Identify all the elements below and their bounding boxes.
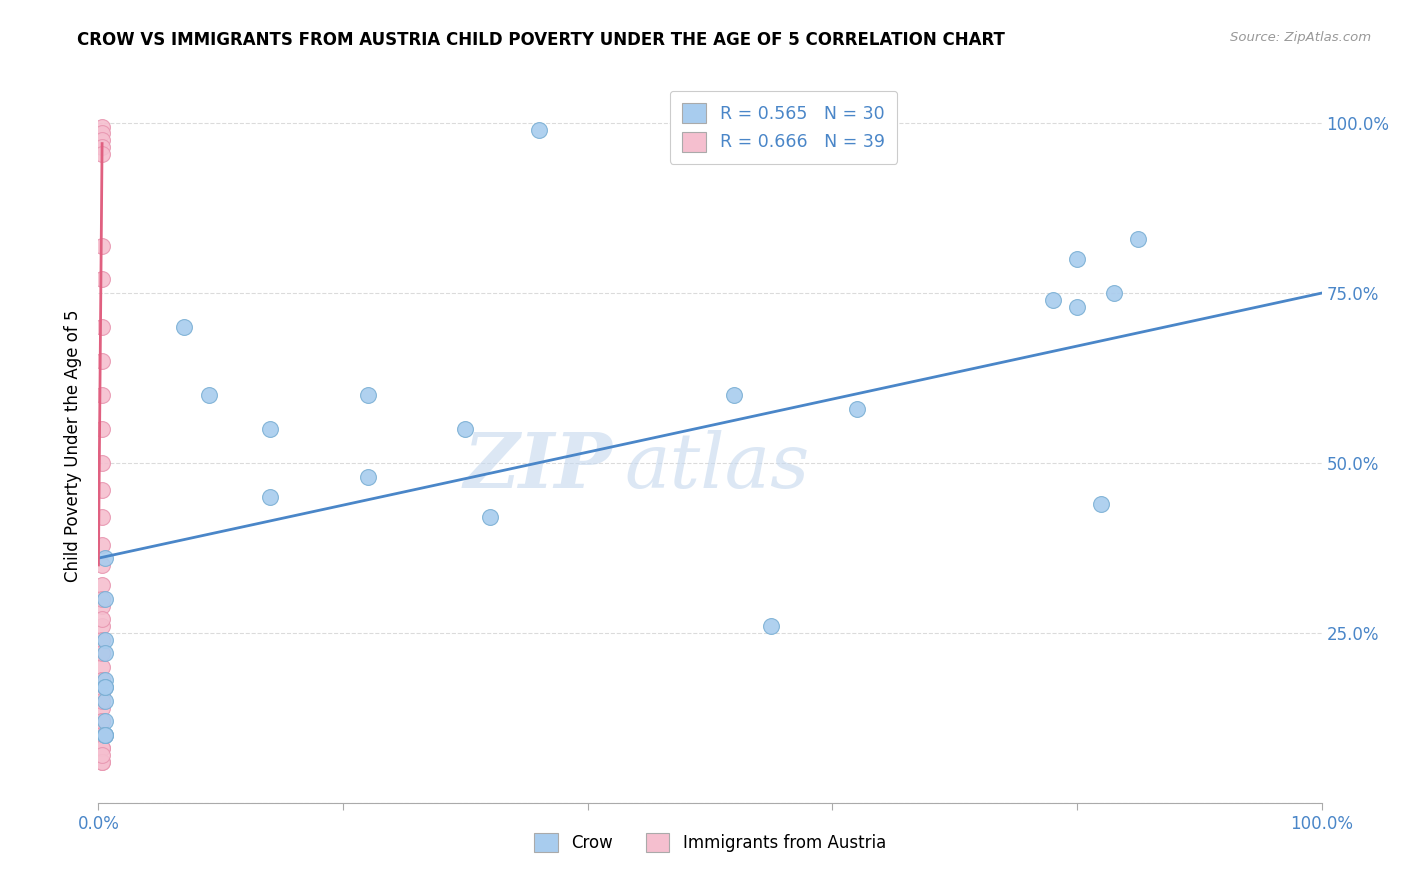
Point xyxy=(91,120,114,134)
Point xyxy=(197,388,219,402)
Point xyxy=(91,537,114,551)
Point xyxy=(259,490,281,504)
Point xyxy=(91,714,114,729)
Point xyxy=(91,578,114,592)
Point xyxy=(91,755,114,769)
Text: CROW VS IMMIGRANTS FROM AUSTRIA CHILD POVERTY UNDER THE AGE OF 5 CORRELATION CHA: CROW VS IMMIGRANTS FROM AUSTRIA CHILD PO… xyxy=(77,31,1005,49)
Point xyxy=(91,673,114,688)
Point xyxy=(91,748,114,763)
Point xyxy=(91,673,114,688)
Point xyxy=(356,388,378,402)
Point xyxy=(91,646,114,660)
Point xyxy=(454,422,477,436)
Point xyxy=(91,558,114,572)
Point xyxy=(93,591,115,606)
Point xyxy=(91,728,114,742)
Point xyxy=(1066,252,1088,266)
Point xyxy=(356,469,378,483)
Point xyxy=(93,673,115,688)
Point xyxy=(91,354,114,368)
Point xyxy=(1066,300,1088,314)
Point xyxy=(91,510,114,524)
Point xyxy=(91,632,114,647)
Point xyxy=(845,401,868,416)
Point xyxy=(93,728,115,742)
Point xyxy=(91,755,114,769)
Text: atlas: atlas xyxy=(624,431,810,504)
Point xyxy=(93,694,115,708)
Point xyxy=(1042,293,1064,307)
Point xyxy=(93,680,115,694)
Text: ZIP: ZIP xyxy=(464,431,612,504)
Point xyxy=(173,320,195,334)
Point xyxy=(93,728,115,742)
Point xyxy=(91,591,114,606)
Point xyxy=(93,714,115,729)
Point xyxy=(91,422,114,436)
Point xyxy=(91,146,114,161)
Point xyxy=(93,646,115,660)
Point xyxy=(91,272,114,286)
Point xyxy=(93,680,115,694)
Point xyxy=(761,619,783,633)
Point xyxy=(91,238,114,252)
Point xyxy=(91,140,114,154)
Point xyxy=(91,320,114,334)
Point xyxy=(527,123,550,137)
Point xyxy=(91,660,114,674)
Point xyxy=(259,422,281,436)
Point xyxy=(723,388,745,402)
Point xyxy=(91,728,114,742)
Point xyxy=(91,127,114,141)
Point xyxy=(1090,497,1112,511)
Point xyxy=(91,388,114,402)
Point xyxy=(91,741,114,756)
Point xyxy=(91,694,114,708)
Text: Source: ZipAtlas.com: Source: ZipAtlas.com xyxy=(1230,31,1371,45)
Point xyxy=(91,687,114,701)
Point xyxy=(91,133,114,147)
Point xyxy=(93,728,115,742)
Y-axis label: Child Poverty Under the Age of 5: Child Poverty Under the Age of 5 xyxy=(65,310,83,582)
Point xyxy=(93,632,115,647)
Legend: Crow, Immigrants from Austria: Crow, Immigrants from Austria xyxy=(527,826,893,859)
Point xyxy=(478,510,501,524)
Point xyxy=(1128,232,1150,246)
Point xyxy=(91,456,114,470)
Point xyxy=(91,714,114,729)
Point xyxy=(93,551,115,566)
Point xyxy=(91,619,114,633)
Point xyxy=(91,741,114,756)
Point xyxy=(91,700,114,714)
Point xyxy=(1102,286,1125,301)
Point xyxy=(91,483,114,498)
Point xyxy=(91,599,114,613)
Point xyxy=(91,612,114,626)
Point xyxy=(91,646,114,660)
